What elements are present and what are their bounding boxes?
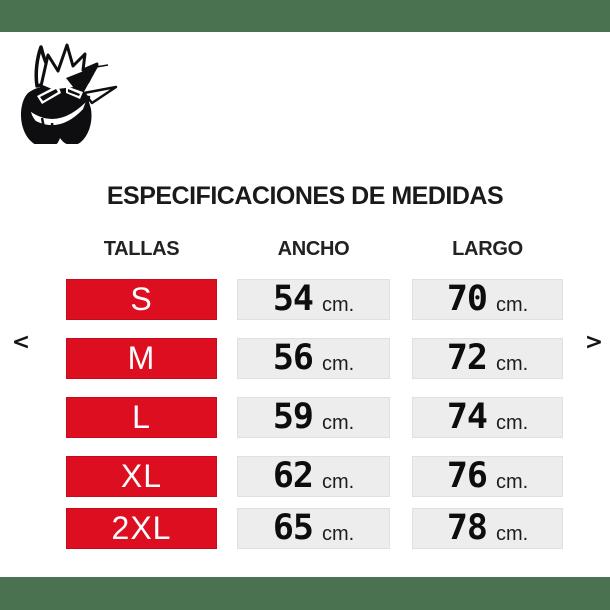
largo-cell: 70 cm. [412, 279, 563, 320]
ancho-value: 65 [272, 508, 314, 548]
bottom-green-banner [0, 577, 610, 610]
unit-label: cm. [495, 522, 529, 545]
unit-label: cm. [495, 352, 529, 375]
page-title: ESPECIFICACIONES DE MEDIDAS [106, 182, 504, 210]
size-badge: 2XL [66, 508, 217, 549]
ancho-cell: 59 cm. [237, 397, 390, 438]
ancho-cell: 62 cm. [237, 456, 390, 497]
size-badge: XL [66, 456, 217, 497]
column-header-ancho: ANCHO [277, 238, 350, 260]
ancho-cell: 56 cm. [237, 338, 390, 379]
ancho-value: 54 [272, 279, 314, 319]
carousel-prev-button[interactable]: < [11, 330, 31, 355]
ancho-cell: 65 cm. [237, 508, 390, 549]
unit-label: cm. [495, 411, 529, 434]
unit-label: cm. [495, 293, 529, 316]
largo-cell: 76 cm. [412, 456, 563, 497]
column-header-largo: LARGO [452, 238, 523, 260]
ancho-value: 56 [272, 338, 314, 378]
unit-label: cm. [321, 470, 355, 493]
ancho-value: 62 [272, 456, 314, 496]
size-badge: M [66, 338, 217, 379]
largo-value: 72 [446, 338, 488, 378]
largo-value: 74 [446, 397, 488, 437]
ancho-value: 59 [272, 397, 314, 437]
unit-label: cm. [321, 522, 355, 545]
largo-value: 78 [446, 508, 488, 548]
largo-cell: 72 cm. [412, 338, 563, 379]
largo-cell: 74 cm. [412, 397, 563, 438]
largo-value: 70 [446, 279, 488, 319]
gengar-logo [20, 43, 118, 144]
unit-label: cm. [495, 470, 529, 493]
unit-label: cm. [321, 293, 355, 316]
unit-label: cm. [321, 411, 355, 434]
largo-value: 76 [446, 456, 488, 496]
column-header-tallas: TALLAS [103, 238, 180, 260]
largo-cell: 78 cm. [412, 508, 563, 549]
size-badge: L [66, 397, 217, 438]
ancho-cell: 54 cm. [237, 279, 390, 320]
top-green-banner [0, 0, 610, 32]
size-badge: S [66, 279, 217, 320]
unit-label: cm. [321, 352, 355, 375]
carousel-next-button[interactable]: > [584, 330, 604, 355]
